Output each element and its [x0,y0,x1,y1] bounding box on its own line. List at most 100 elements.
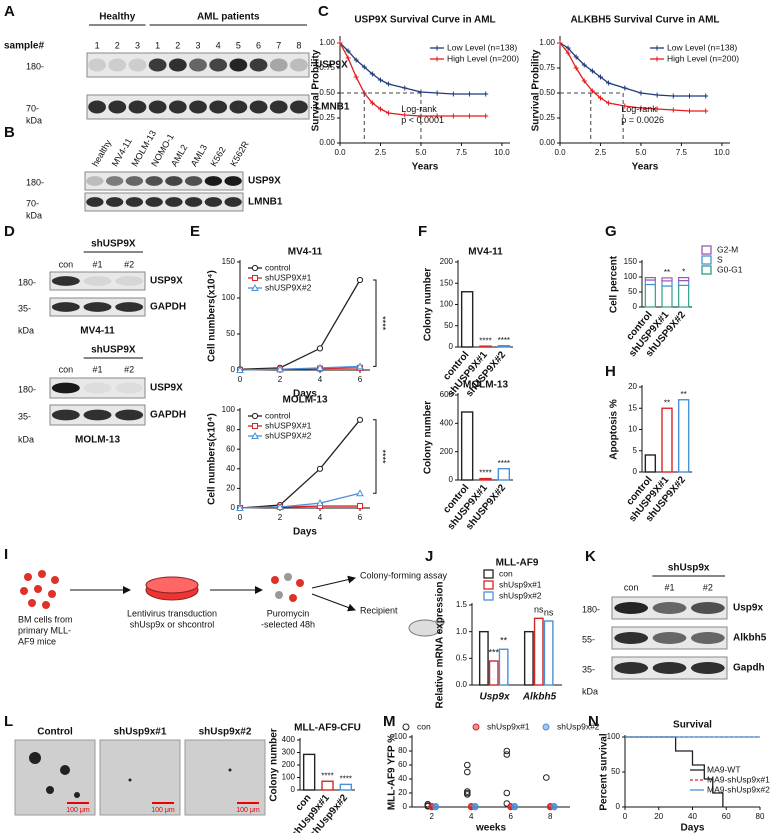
marker [670,107,676,113]
legend-label: control [265,262,291,272]
marker [345,55,351,61]
bar [460,411,474,481]
y-tick-label: 1.5 [456,600,468,609]
lane-label: #1 [664,582,674,592]
lane-label: con [59,259,74,269]
y-axis-label: Colony number [423,401,434,474]
legend-label: shUsp9x#1 [487,721,530,731]
legend-label: MA9-shUsp9x#1 [707,774,770,784]
marker [369,71,375,77]
y-tick-label: 0.75 [319,63,335,72]
y-tick-label: 60 [398,760,407,769]
point [464,761,471,769]
blot-band [229,100,248,114]
blot-band [125,197,144,207]
blot-band [165,197,183,207]
bar-segment [644,283,656,308]
significance: **** [340,774,352,783]
y-tick-label: 100 [394,732,408,741]
marker [252,423,258,429]
selected-cells [271,573,304,602]
marker [276,365,284,373]
blot-band [83,302,112,312]
blot-band [209,100,228,114]
blot-band [148,58,167,72]
significance: **** [498,459,510,468]
blot-band [204,197,223,207]
blot-band [115,276,144,286]
y-tick-label: 60 [226,444,235,453]
point [503,751,511,758]
bar [677,399,690,473]
y-tick-label: 0 [449,475,454,484]
marker [251,412,259,420]
output-text: Recipient [360,605,398,615]
series-line [625,736,724,807]
bar [488,660,499,686]
marker [316,499,324,507]
annotation: Log-rank [401,104,437,114]
axis [411,735,570,808]
y-tick-label: 200 [440,447,454,456]
significance: **** [378,316,388,331]
blot-band [51,276,80,286]
mw-marker: 180- [582,604,600,614]
chart-title: MLL-AF9 [496,558,539,569]
blot-band [690,602,725,614]
y-axis-label: Survival Probility [311,49,322,131]
blot-band [83,382,112,394]
step-text: primary MLL- [18,625,71,635]
y-tick-label: 100 [222,405,236,414]
blot-band [652,602,687,614]
lane-label: con [624,582,639,592]
y-axis-label: Cell numbers(x10⁴) [207,413,218,505]
marker [251,283,259,291]
marker [402,112,408,118]
y-tick-label: 100 [624,272,638,281]
mw-unit: kDa [18,434,34,444]
cell-dots [20,570,59,609]
y-tick-label: 0 [633,467,638,476]
blot-band [224,176,242,186]
blot-band [105,197,124,207]
blot-band [614,602,649,614]
x-tick-label: 6 [509,812,514,821]
y-tick-label: 5 [633,446,638,455]
chart-title: MOLM-13 [283,395,328,406]
y-tick-label: 150 [624,257,638,266]
blot-band [145,176,163,186]
blot-band [224,197,242,207]
marker [337,40,343,46]
blot-band [229,58,248,72]
header-label: shUSP9X [91,345,136,356]
y-tick-label: 0 [633,302,638,311]
dish-lid [145,576,199,594]
series-line [239,492,361,509]
band-label: LMNB1 [248,197,283,208]
lane-label: #1 [92,259,102,269]
lane-label: #2 [124,259,134,269]
marker [483,113,489,119]
band-label: Usp9x [733,603,763,614]
cell-line: MOLM-13 [75,435,120,446]
chart-title: ALKBH5 Survival Curve in AML [570,15,719,26]
y-tick-label: 0.50 [539,88,555,97]
y-axis-label: Cell numbers(x10⁴) [207,270,218,362]
chart-title: MV4-11 [468,247,503,258]
marker [434,90,440,96]
significance: ** [664,268,670,277]
y-tick-label: 0 [291,785,296,794]
image-title: shUsp9x#2 [199,727,252,738]
bar-segment [661,285,673,308]
marker [386,81,392,87]
marker [589,88,595,94]
marker [606,100,612,106]
y-tick-label: 40 [398,774,407,783]
blot-band [108,58,127,72]
legend-swatch [483,569,494,579]
point [550,803,558,811]
blot-band [614,632,649,644]
marker [687,93,693,99]
y-tick-label: 0.5 [456,653,468,662]
significance: ** [681,390,687,399]
